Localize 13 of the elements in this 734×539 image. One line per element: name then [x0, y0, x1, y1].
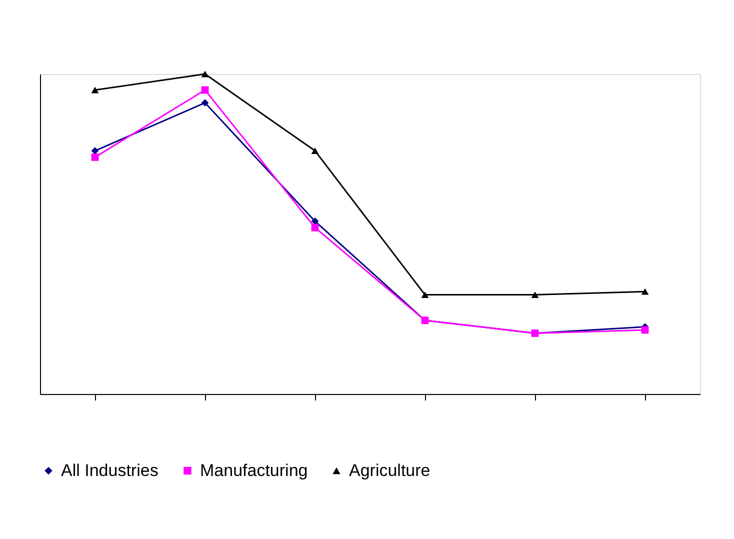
point: [641, 288, 649, 295]
point: [201, 99, 209, 107]
point: [421, 292, 429, 298]
point: [311, 217, 319, 225]
point: [91, 153, 99, 161]
legend-label: Agriculture: [349, 460, 430, 480]
point: [91, 86, 99, 94]
point: [531, 292, 539, 298]
point: [311, 224, 319, 232]
legend-label: All Industries: [61, 460, 158, 480]
point: [311, 148, 319, 154]
point: [201, 70, 209, 78]
legend-label: Manufacturing: [200, 460, 308, 480]
